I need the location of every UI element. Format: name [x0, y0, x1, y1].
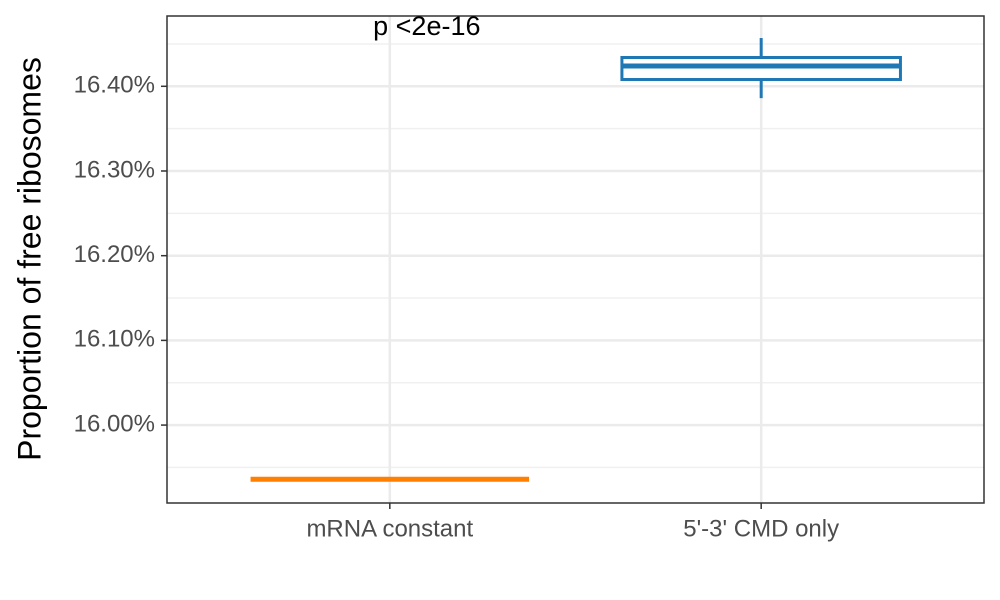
x-tick-label: 5'-3' CMD only [683, 515, 839, 542]
annotation: p <2e-16 [373, 11, 480, 41]
y-tick-label: 16.00% [74, 410, 155, 437]
y-axis-title: Proportion of free ribosomes [11, 57, 47, 461]
y-tick-label: 16.40% [74, 72, 155, 99]
y-tick-label: 16.10% [74, 326, 155, 353]
y-tick-label: 16.20% [74, 241, 155, 268]
plot-border [166, 15, 985, 504]
y-tick-label: 16.30% [74, 156, 155, 183]
box [620, 56, 902, 82]
x-tick-label: mRNA constant [306, 515, 473, 542]
